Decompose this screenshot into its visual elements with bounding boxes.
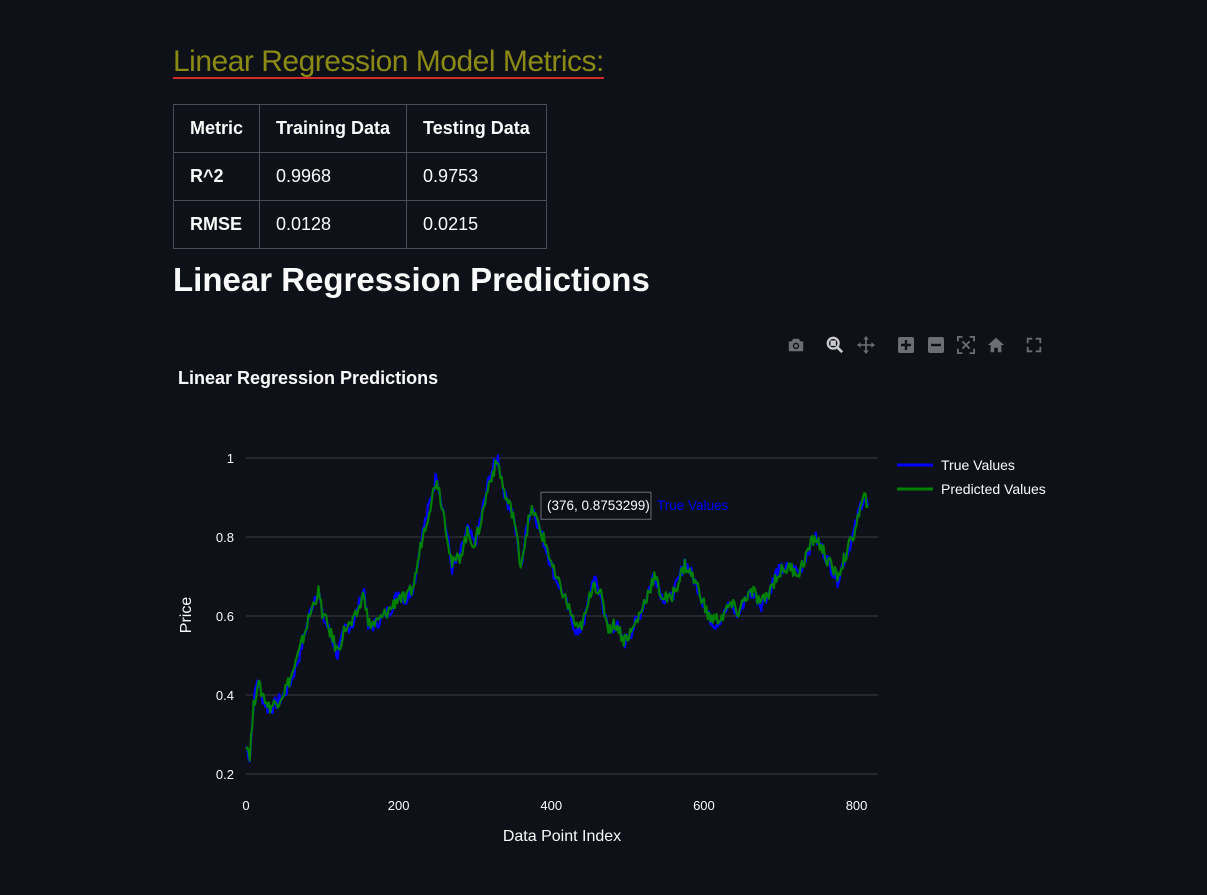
- metric-name: R^2: [172, 152, 261, 201]
- y-tick-label: 0.6: [216, 609, 234, 624]
- fullscreen-icon[interactable]: [1023, 333, 1045, 357]
- chart-title: Linear Regression Predictions: [178, 368, 438, 388]
- tooltip-series-name: True Values: [657, 498, 729, 513]
- training-value: 0.9968: [259, 152, 408, 201]
- x-tick-label: 200: [388, 798, 410, 813]
- x-axis-label: Data Point Index: [503, 828, 621, 845]
- table-row: RMSE 0.0128 0.0215: [172, 200, 547, 249]
- legend-label-predicted: Predicted Values: [941, 481, 1046, 497]
- table-header-row: Metric Training Data Testing Data: [172, 104, 547, 153]
- y-tick-label: 1: [227, 451, 234, 466]
- pan-icon[interactable]: [855, 333, 877, 357]
- legend[interactable]: True Values Predicted Values: [897, 457, 1046, 497]
- testing-value: 0.0215: [406, 200, 547, 249]
- y-tick-label: 0.2: [216, 767, 234, 782]
- hover-tooltip: (376, 0.8753299) True Values: [540, 491, 729, 520]
- y-tick-label: 0.4: [216, 688, 234, 703]
- metrics-heading: Linear Regression Model Metrics:: [173, 45, 604, 78]
- testing-value: 0.9753: [406, 152, 547, 201]
- metric-name: RMSE: [172, 200, 261, 249]
- tooltip-value: (376, 0.8753299): [547, 498, 650, 513]
- legend-label-true: True Values: [941, 457, 1015, 473]
- table-row: R^2 0.9968 0.9753: [172, 152, 547, 201]
- zoom-in-icon[interactable]: [895, 333, 917, 357]
- y-tick-label: 0.8: [216, 530, 234, 545]
- x-tick-label: 0: [242, 798, 249, 813]
- zoom-out-icon[interactable]: [925, 333, 947, 357]
- metrics-table: Metric Training Data Testing Data R^2 0.…: [172, 104, 547, 249]
- x-tick-label: 400: [540, 798, 562, 813]
- column-header-metric: Metric: [172, 104, 261, 153]
- autoscale-icon[interactable]: [955, 333, 977, 357]
- y-axis-label: Price: [178, 597, 195, 634]
- x-tick-label: 800: [846, 798, 868, 813]
- predictions-heading: Linear Regression Predictions: [173, 261, 650, 298]
- zoom-icon[interactable]: [824, 333, 846, 357]
- training-value: 0.0128: [259, 200, 408, 249]
- column-header-testing: Testing Data: [406, 104, 547, 153]
- home-icon[interactable]: [985, 333, 1007, 357]
- tooltip-box: [540, 491, 652, 520]
- column-header-training: Training Data: [259, 104, 408, 153]
- series-line-predicted-values[interactable]: [245, 459, 869, 762]
- line-chart[interactable]: Linear Regression Predictions 0.2 0.4 0.6 0…: [170, 355, 1070, 865]
- x-tick-label: 600: [693, 798, 715, 813]
- camera-icon[interactable]: [785, 333, 807, 357]
